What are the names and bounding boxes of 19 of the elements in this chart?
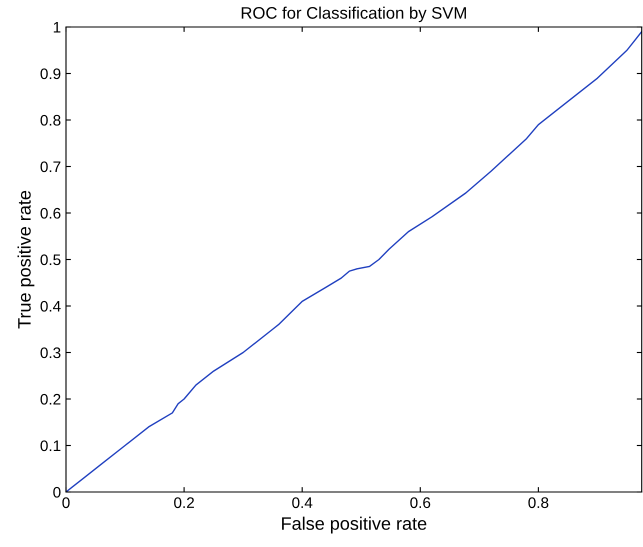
y-tick-label: 0.2	[40, 394, 60, 405]
y-tick-label: 0.1	[40, 440, 60, 452]
x-tick-label: 0.4	[292, 497, 312, 508]
chart-title: ROC for Classification by SVM	[242, 6, 466, 22]
x-tick-label: 0.8	[528, 497, 548, 508]
x-tick-label: 0.2	[174, 497, 194, 508]
y-tick-label: 0.9	[40, 68, 60, 80]
x-tick-label: 0.6	[410, 497, 430, 508]
y-tick-label: 1	[54, 22, 60, 33]
y-tick-label: 0.8	[40, 114, 60, 126]
y-tick-label: 0	[53, 486, 61, 498]
x-axis-title: False positive rate	[282, 516, 426, 534]
y-axis-title: True positive rate	[18, 190, 34, 328]
y-tick-label: 0.7	[40, 161, 60, 172]
y-tick-label: 0.5	[40, 254, 60, 266]
x-tick-label: 0	[62, 497, 70, 508]
y-tick-label: 0.4	[40, 300, 61, 312]
y-tick-label: 0.6	[40, 208, 60, 219]
y-tick-label: 0.3	[40, 347, 60, 358]
